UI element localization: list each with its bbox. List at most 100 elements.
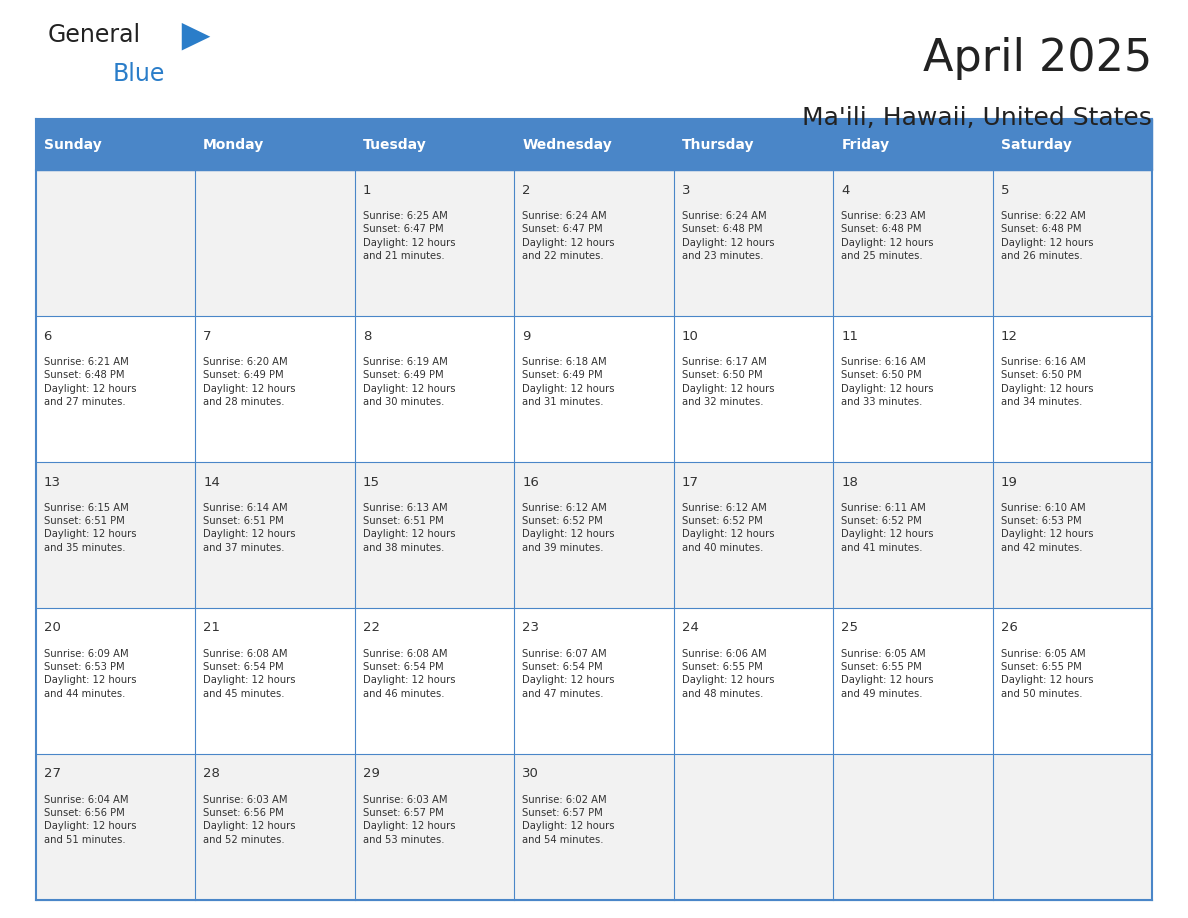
Text: Blue: Blue (113, 62, 165, 86)
Text: Sunrise: 6:07 AM
Sunset: 6:54 PM
Daylight: 12 hours
and 47 minutes.: Sunrise: 6:07 AM Sunset: 6:54 PM Dayligh… (523, 649, 614, 699)
Text: Sunrise: 6:12 AM
Sunset: 6:52 PM
Daylight: 12 hours
and 40 minutes.: Sunrise: 6:12 AM Sunset: 6:52 PM Dayligh… (682, 503, 775, 553)
FancyBboxPatch shape (36, 754, 195, 900)
FancyBboxPatch shape (833, 170, 993, 316)
FancyBboxPatch shape (514, 316, 674, 462)
FancyBboxPatch shape (833, 608, 993, 754)
Text: Sunrise: 6:15 AM
Sunset: 6:51 PM
Daylight: 12 hours
and 35 minutes.: Sunrise: 6:15 AM Sunset: 6:51 PM Dayligh… (44, 503, 137, 553)
FancyBboxPatch shape (993, 316, 1152, 462)
FancyBboxPatch shape (674, 754, 833, 900)
FancyBboxPatch shape (993, 170, 1152, 316)
Text: Tuesday: Tuesday (362, 138, 426, 151)
Text: Sunrise: 6:11 AM
Sunset: 6:52 PM
Daylight: 12 hours
and 41 minutes.: Sunrise: 6:11 AM Sunset: 6:52 PM Dayligh… (841, 503, 934, 553)
FancyBboxPatch shape (833, 754, 993, 900)
Text: Sunrise: 6:02 AM
Sunset: 6:57 PM
Daylight: 12 hours
and 54 minutes.: Sunrise: 6:02 AM Sunset: 6:57 PM Dayligh… (523, 795, 614, 845)
Text: Wednesday: Wednesday (523, 138, 612, 151)
Text: 28: 28 (203, 767, 220, 780)
Text: Sunrise: 6:08 AM
Sunset: 6:54 PM
Daylight: 12 hours
and 46 minutes.: Sunrise: 6:08 AM Sunset: 6:54 PM Dayligh… (362, 649, 455, 699)
Text: Sunrise: 6:12 AM
Sunset: 6:52 PM
Daylight: 12 hours
and 39 minutes.: Sunrise: 6:12 AM Sunset: 6:52 PM Dayligh… (523, 503, 614, 553)
Text: 4: 4 (841, 184, 849, 196)
Text: 1: 1 (362, 184, 371, 196)
FancyBboxPatch shape (195, 608, 355, 754)
Text: Sunrise: 6:24 AM
Sunset: 6:47 PM
Daylight: 12 hours
and 22 minutes.: Sunrise: 6:24 AM Sunset: 6:47 PM Dayligh… (523, 211, 614, 261)
Text: 26: 26 (1000, 621, 1018, 634)
Text: Sunrise: 6:05 AM
Sunset: 6:55 PM
Daylight: 12 hours
and 49 minutes.: Sunrise: 6:05 AM Sunset: 6:55 PM Dayligh… (841, 649, 934, 699)
Text: 5: 5 (1000, 184, 1010, 196)
Text: Sunrise: 6:03 AM
Sunset: 6:56 PM
Daylight: 12 hours
and 52 minutes.: Sunrise: 6:03 AM Sunset: 6:56 PM Dayligh… (203, 795, 296, 845)
Text: 25: 25 (841, 621, 858, 634)
Text: 3: 3 (682, 184, 690, 196)
Text: Sunrise: 6:09 AM
Sunset: 6:53 PM
Daylight: 12 hours
and 44 minutes.: Sunrise: 6:09 AM Sunset: 6:53 PM Dayligh… (44, 649, 137, 699)
Text: 15: 15 (362, 476, 380, 488)
FancyBboxPatch shape (674, 462, 833, 608)
Text: Sunrise: 6:20 AM
Sunset: 6:49 PM
Daylight: 12 hours
and 28 minutes.: Sunrise: 6:20 AM Sunset: 6:49 PM Dayligh… (203, 357, 296, 407)
Text: Sunrise: 6:21 AM
Sunset: 6:48 PM
Daylight: 12 hours
and 27 minutes.: Sunrise: 6:21 AM Sunset: 6:48 PM Dayligh… (44, 357, 137, 407)
FancyBboxPatch shape (195, 316, 355, 462)
FancyBboxPatch shape (993, 462, 1152, 608)
FancyBboxPatch shape (36, 316, 195, 462)
Text: 29: 29 (362, 767, 379, 780)
Text: Sunrise: 6:16 AM
Sunset: 6:50 PM
Daylight: 12 hours
and 33 minutes.: Sunrise: 6:16 AM Sunset: 6:50 PM Dayligh… (841, 357, 934, 407)
Text: 21: 21 (203, 621, 220, 634)
FancyBboxPatch shape (993, 119, 1152, 170)
FancyBboxPatch shape (833, 462, 993, 608)
FancyBboxPatch shape (674, 119, 833, 170)
Text: Saturday: Saturday (1000, 138, 1072, 151)
Text: 17: 17 (682, 476, 699, 488)
Text: Monday: Monday (203, 138, 265, 151)
Text: Ma'ili, Hawaii, United States: Ma'ili, Hawaii, United States (802, 106, 1152, 129)
Text: 14: 14 (203, 476, 220, 488)
FancyBboxPatch shape (514, 462, 674, 608)
FancyBboxPatch shape (514, 119, 674, 170)
Text: Friday: Friday (841, 138, 890, 151)
Text: Sunrise: 6:13 AM
Sunset: 6:51 PM
Daylight: 12 hours
and 38 minutes.: Sunrise: 6:13 AM Sunset: 6:51 PM Dayligh… (362, 503, 455, 553)
Text: Sunrise: 6:18 AM
Sunset: 6:49 PM
Daylight: 12 hours
and 31 minutes.: Sunrise: 6:18 AM Sunset: 6:49 PM Dayligh… (523, 357, 614, 407)
Text: 13: 13 (44, 476, 61, 488)
Text: 18: 18 (841, 476, 858, 488)
Text: Sunrise: 6:04 AM
Sunset: 6:56 PM
Daylight: 12 hours
and 51 minutes.: Sunrise: 6:04 AM Sunset: 6:56 PM Dayligh… (44, 795, 137, 845)
Text: Sunrise: 6:22 AM
Sunset: 6:48 PM
Daylight: 12 hours
and 26 minutes.: Sunrise: 6:22 AM Sunset: 6:48 PM Dayligh… (1000, 211, 1093, 261)
FancyBboxPatch shape (833, 316, 993, 462)
FancyBboxPatch shape (355, 170, 514, 316)
Text: Sunrise: 6:05 AM
Sunset: 6:55 PM
Daylight: 12 hours
and 50 minutes.: Sunrise: 6:05 AM Sunset: 6:55 PM Dayligh… (1000, 649, 1093, 699)
Text: 23: 23 (523, 621, 539, 634)
FancyBboxPatch shape (514, 754, 674, 900)
Text: Sunrise: 6:10 AM
Sunset: 6:53 PM
Daylight: 12 hours
and 42 minutes.: Sunrise: 6:10 AM Sunset: 6:53 PM Dayligh… (1000, 503, 1093, 553)
Text: 27: 27 (44, 767, 61, 780)
FancyBboxPatch shape (674, 316, 833, 462)
FancyBboxPatch shape (195, 462, 355, 608)
Text: Sunrise: 6:06 AM
Sunset: 6:55 PM
Daylight: 12 hours
and 48 minutes.: Sunrise: 6:06 AM Sunset: 6:55 PM Dayligh… (682, 649, 775, 699)
FancyBboxPatch shape (36, 170, 195, 316)
Text: Thursday: Thursday (682, 138, 754, 151)
Text: Sunrise: 6:25 AM
Sunset: 6:47 PM
Daylight: 12 hours
and 21 minutes.: Sunrise: 6:25 AM Sunset: 6:47 PM Dayligh… (362, 211, 455, 261)
FancyBboxPatch shape (674, 170, 833, 316)
FancyBboxPatch shape (514, 608, 674, 754)
Text: General: General (48, 23, 140, 47)
FancyBboxPatch shape (833, 119, 993, 170)
FancyBboxPatch shape (36, 608, 195, 754)
Text: April 2025: April 2025 (923, 37, 1152, 80)
Text: 30: 30 (523, 767, 539, 780)
Text: Sunrise: 6:19 AM
Sunset: 6:49 PM
Daylight: 12 hours
and 30 minutes.: Sunrise: 6:19 AM Sunset: 6:49 PM Dayligh… (362, 357, 455, 407)
Text: Sunrise: 6:14 AM
Sunset: 6:51 PM
Daylight: 12 hours
and 37 minutes.: Sunrise: 6:14 AM Sunset: 6:51 PM Dayligh… (203, 503, 296, 553)
Text: 16: 16 (523, 476, 539, 488)
FancyBboxPatch shape (355, 608, 514, 754)
FancyBboxPatch shape (993, 754, 1152, 900)
FancyBboxPatch shape (195, 754, 355, 900)
Text: Sunrise: 6:17 AM
Sunset: 6:50 PM
Daylight: 12 hours
and 32 minutes.: Sunrise: 6:17 AM Sunset: 6:50 PM Dayligh… (682, 357, 775, 407)
FancyBboxPatch shape (36, 462, 195, 608)
Text: Sunrise: 6:24 AM
Sunset: 6:48 PM
Daylight: 12 hours
and 23 minutes.: Sunrise: 6:24 AM Sunset: 6:48 PM Dayligh… (682, 211, 775, 261)
FancyBboxPatch shape (514, 170, 674, 316)
Polygon shape (182, 23, 210, 50)
FancyBboxPatch shape (36, 119, 195, 170)
FancyBboxPatch shape (195, 170, 355, 316)
FancyBboxPatch shape (993, 608, 1152, 754)
Text: Sunday: Sunday (44, 138, 101, 151)
Text: Sunrise: 6:08 AM
Sunset: 6:54 PM
Daylight: 12 hours
and 45 minutes.: Sunrise: 6:08 AM Sunset: 6:54 PM Dayligh… (203, 649, 296, 699)
FancyBboxPatch shape (355, 462, 514, 608)
Text: 8: 8 (362, 330, 371, 342)
Text: 24: 24 (682, 621, 699, 634)
FancyBboxPatch shape (355, 316, 514, 462)
Text: Sunrise: 6:16 AM
Sunset: 6:50 PM
Daylight: 12 hours
and 34 minutes.: Sunrise: 6:16 AM Sunset: 6:50 PM Dayligh… (1000, 357, 1093, 407)
FancyBboxPatch shape (674, 608, 833, 754)
Text: 20: 20 (44, 621, 61, 634)
